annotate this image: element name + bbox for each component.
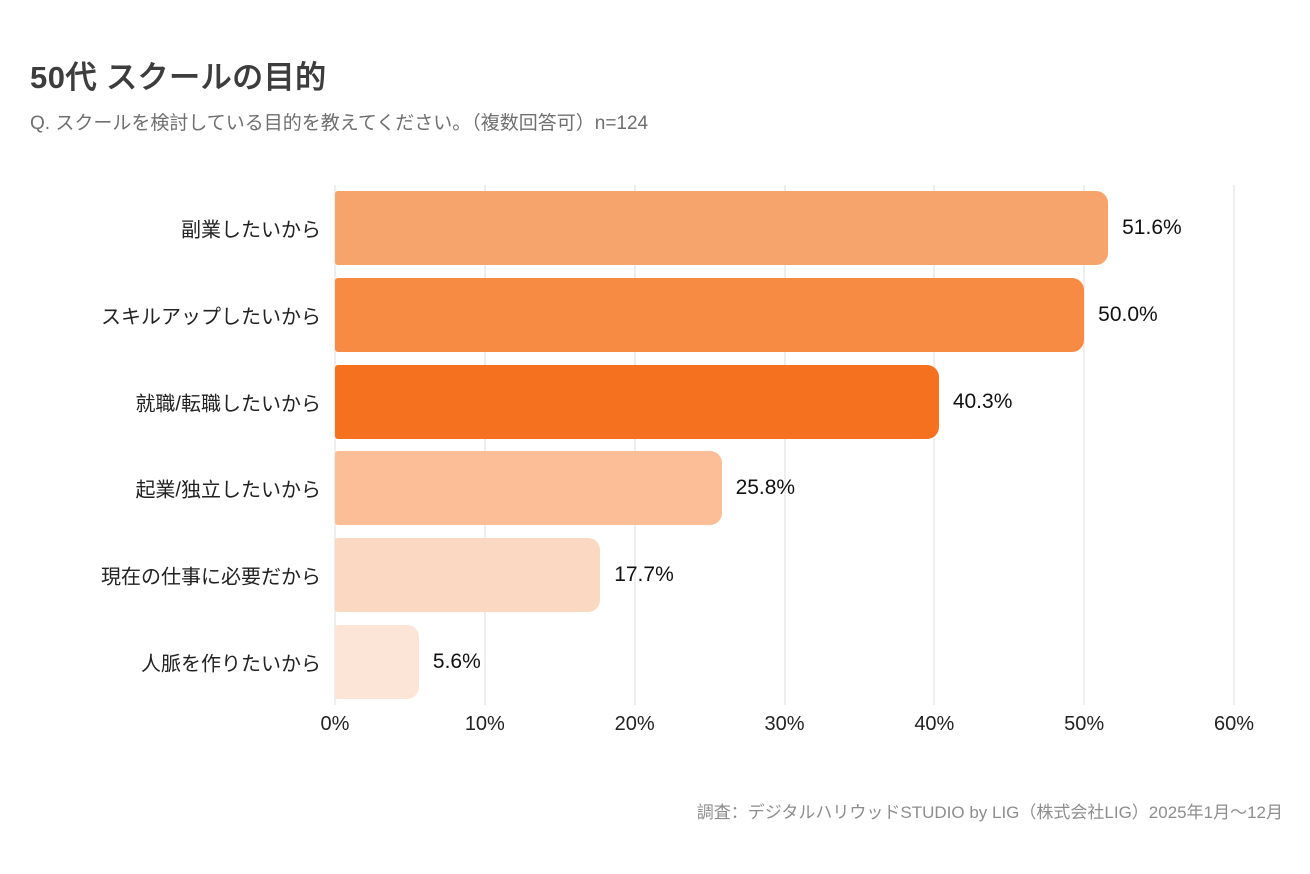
value-label: 51.6%: [1122, 216, 1182, 240]
bar-row: スキルアップしたいから 50.0%: [101, 272, 1234, 359]
survey-source-note: 調査：デジタルハリウッドSTUDIO by LIG（株式会社LIG）2025年1…: [696, 803, 1283, 822]
category-label: 現在の仕事に必要だから: [101, 566, 321, 589]
bar-row: 起業/独立したいから 25.8%: [135, 445, 1234, 532]
bar-row: 副業したいから 51.6%: [181, 185, 1234, 272]
gridline: [784, 185, 785, 705]
bar-rows: 副業したいから 51.6% スキルアップしたいから 50.0% 就職/転職したいから 40…: [101, 185, 1234, 705]
x-tick-label: 40%: [914, 713, 955, 735]
bar: [335, 278, 1085, 352]
gridlines: [334, 185, 1235, 705]
bar: [335, 191, 1109, 266]
gridline: [634, 185, 636, 705]
x-tick-label: 20%: [614, 713, 655, 735]
bar: [335, 451, 722, 526]
gridline: [933, 185, 935, 705]
value-label: 17.7%: [614, 563, 674, 587]
bar: [335, 364, 939, 439]
category-label: 副業したいから: [181, 219, 321, 242]
gridline: [1233, 185, 1235, 705]
gridline: [334, 185, 336, 705]
value-label: 5.6%: [432, 649, 481, 673]
x-tick-label: 60%: [1213, 713, 1255, 735]
gridline: [1083, 185, 1085, 705]
category-label: 起業/独立したいから: [135, 479, 321, 502]
value-label: 50.0%: [1098, 303, 1158, 326]
bar-row: 現在の仕事に必要だから 17.7%: [101, 532, 1234, 619]
gridline: [484, 185, 486, 705]
value-label: 25.8%: [735, 476, 796, 500]
x-tick-label: 30%: [764, 713, 805, 735]
bar-row: 人脈を作りたいから 5.6%: [141, 618, 1234, 705]
bar-chart-plot-area: 副業したいから 51.6% スキルアップしたいから 50.0% 就職/転職したいから 40…: [101, 185, 1254, 735]
category-label: 人脈を作りたいから: [141, 653, 321, 676]
x-tick-label: 0%: [320, 713, 350, 735]
bar: [335, 624, 419, 699]
value-label: 40.3%: [952, 389, 1013, 413]
bar: [335, 538, 601, 613]
page-title: 50代 スクールの目的: [30, 60, 327, 95]
chart-question-subtitle: Q. スクールを検討している目的を教えてください。（複数回答可）n=124: [30, 113, 649, 134]
x-tick-label: 50%: [1064, 713, 1105, 735]
x-axis: 0% 10% 20% 30% 40% 50% 60%: [321, 713, 1254, 743]
category-label: 就職/転職したいから: [135, 393, 321, 416]
bar-row: 就職/転職したいから 40.3%: [135, 358, 1234, 445]
x-tick-label: 10%: [464, 713, 505, 735]
category-label: スキルアップしたいから: [101, 306, 321, 329]
